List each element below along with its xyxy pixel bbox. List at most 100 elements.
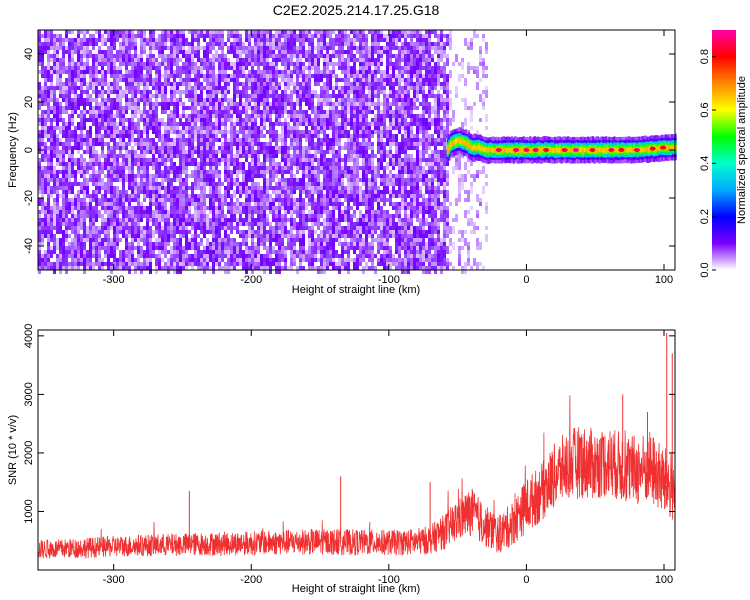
heatmap-cell — [164, 234, 167, 242]
heatmap-cell — [293, 70, 296, 74]
heatmap-cell — [125, 134, 128, 138]
heatmap-cell — [176, 114, 179, 118]
heatmap-cell — [167, 134, 170, 142]
heatmap-cell — [119, 114, 122, 118]
heatmap-cell — [296, 146, 299, 150]
heatmap-cell — [161, 106, 164, 114]
heatmap-cell — [101, 182, 104, 186]
heatmap-cell — [263, 154, 266, 162]
heatmap-cell — [206, 266, 209, 270]
heatmap-cell — [263, 226, 266, 234]
heatmap-cell — [251, 254, 254, 258]
heatmap-cell — [44, 154, 47, 158]
heatmap-cell — [158, 266, 161, 270]
heatmap-cell — [260, 102, 263, 106]
heatmap-cell — [296, 130, 299, 138]
heatmap-cell — [320, 106, 323, 114]
heatmap-cell — [158, 94, 161, 98]
heatmap-cell — [56, 126, 59, 130]
heatmap-cell — [239, 154, 242, 158]
heatmap-cell — [263, 198, 266, 202]
heatmap-cell — [161, 34, 164, 38]
heatmap-cell — [242, 94, 245, 98]
heatmap-cell — [41, 54, 44, 62]
heatmap-cell — [119, 102, 122, 106]
heatmap-cell — [335, 166, 338, 170]
heatmap-cell — [173, 126, 176, 134]
heatmap-cell — [62, 98, 65, 102]
heatmap-cell — [113, 130, 116, 138]
heatmap-cell — [77, 218, 80, 226]
heatmap-cell — [104, 30, 107, 34]
heatmap-cell — [209, 210, 212, 214]
heatmap-cell — [266, 254, 269, 258]
heatmap-cell — [338, 38, 341, 42]
heatmap-cell — [134, 154, 137, 158]
heatmap-cell — [215, 74, 218, 78]
heatmap-cell — [113, 238, 116, 242]
heatmap-cell — [215, 138, 218, 142]
heatmap-cell — [338, 234, 341, 238]
heatmap-cell — [83, 198, 86, 202]
heatmap-cell — [137, 130, 140, 134]
heatmap-cell — [140, 94, 143, 98]
heatmap-cell — [320, 254, 323, 258]
heatmap-cell — [143, 158, 146, 166]
heatmap-cell — [221, 182, 224, 186]
heatmap-cell — [179, 122, 182, 126]
heatmap-cell — [143, 182, 146, 186]
heatmap-cell — [344, 230, 347, 234]
heatmap-cell — [266, 34, 269, 38]
heatmap-cell — [272, 238, 275, 242]
heatmap-cell — [56, 246, 59, 250]
heatmap-cell — [266, 214, 269, 218]
heatmap-cell — [308, 262, 311, 266]
heatmap-cell — [266, 182, 269, 186]
heatmap-cell — [65, 46, 68, 50]
heatmap-cell — [329, 30, 332, 34]
heatmap-cell — [341, 186, 344, 190]
heatmap-cell — [140, 186, 143, 190]
heatmap-cell — [158, 210, 161, 214]
heatmap-cell — [239, 242, 242, 246]
heatmap-cell — [59, 106, 62, 110]
heatmap-cell — [164, 154, 167, 158]
heatmap-cell — [227, 226, 230, 230]
heatmap-cell — [152, 78, 155, 82]
heatmap-cell — [281, 110, 284, 118]
heatmap-cell — [302, 98, 305, 102]
heatmap-cell — [314, 174, 317, 178]
heatmap-cell — [320, 150, 323, 154]
heatmap-cell — [284, 190, 287, 194]
heatmap-cell — [296, 198, 299, 202]
heatmap-cell — [314, 146, 317, 150]
heatmap-cell — [194, 166, 197, 170]
heatmap-cell — [140, 42, 143, 50]
heatmap-cell — [50, 78, 53, 82]
heatmap-cell — [239, 262, 242, 266]
heatmap-cell — [44, 66, 47, 70]
heatmap-cell — [200, 230, 203, 234]
heatmap-cell — [80, 78, 83, 82]
heatmap-cell — [50, 194, 53, 198]
heatmap-cell — [323, 230, 326, 234]
heatmap-cell — [188, 202, 191, 206]
heatmap-cell — [290, 94, 293, 98]
heatmap-cell — [341, 178, 344, 186]
heatmap-cell — [257, 78, 260, 82]
heatmap-cell — [200, 198, 203, 202]
heatmap-cell — [89, 266, 92, 270]
heatmap-cell — [287, 242, 290, 250]
heatmap-cell — [65, 34, 68, 38]
heatmap-cell — [185, 162, 188, 166]
heatmap-cell — [266, 106, 269, 114]
heatmap-cell — [56, 226, 59, 230]
heatmap-cell — [311, 62, 314, 66]
heatmap-cell — [146, 94, 149, 98]
heatmap-cell — [218, 30, 221, 38]
heatmap-cell — [224, 130, 227, 134]
heatmap-cell — [323, 202, 326, 210]
heatmap-cell — [347, 58, 350, 62]
heatmap-cell — [275, 206, 278, 210]
heatmap-cell — [68, 126, 71, 130]
